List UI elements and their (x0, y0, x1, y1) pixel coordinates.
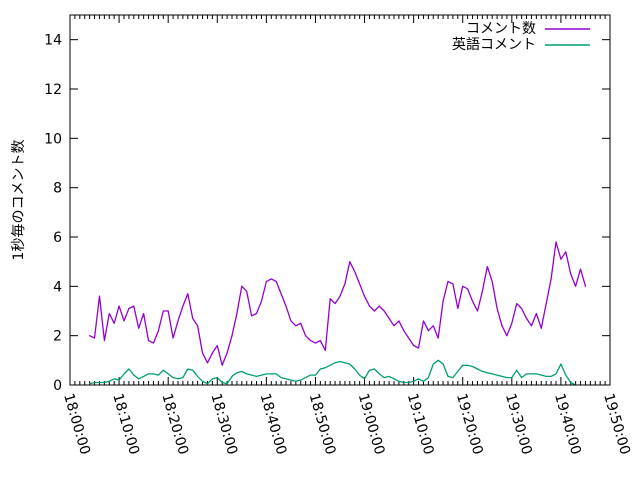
legend-item-english: 英語コメント (452, 37, 536, 53)
series-comments (88, 241, 587, 366)
y-tick-label: 12 (44, 82, 62, 98)
x-tick-label: 19:50:00 (600, 392, 633, 457)
y-tick-label: 4 (53, 279, 62, 295)
y-tick-label: 2 (53, 329, 62, 345)
legend-label-english: 英語コメント (452, 37, 536, 53)
y-tick-label: 8 (53, 181, 62, 197)
x-tick-label: 19:00:00 (355, 392, 388, 457)
series-line (88, 241, 587, 366)
x-tick-labels: 18:00:00 18:10:00 18:20:00 18:30:00 18:40:00… (60, 392, 633, 457)
plot-border (69, 14, 611, 386)
series-line (88, 359, 577, 386)
x-tick-label: 19:30:00 (502, 392, 535, 457)
y-axis-ticks (70, 39, 610, 386)
x-tick-label: 19:40:00 (551, 392, 584, 457)
x-axis-ticks (69, 15, 611, 385)
y-axis-title: 1秒毎のコメント数 (11, 139, 27, 261)
legend-label-comments: コメント数 (466, 21, 536, 37)
x-tick-label: 18:20:00 (158, 392, 191, 457)
x-tick-label: 18:50:00 (306, 392, 339, 457)
legend-item-comments: コメント数 (452, 21, 536, 37)
y-tick-label: 0 (53, 378, 62, 394)
y-tick-label: 10 (44, 131, 62, 147)
x-tick-label: 18:10:00 (109, 392, 142, 457)
x-tick-label: 18:00:00 (60, 392, 93, 457)
x-tick-label: 18:40:00 (257, 392, 290, 457)
y-tick-label: 6 (53, 230, 62, 246)
x-tick-label: 19:20:00 (453, 392, 486, 457)
legend: コメント数 英語コメント (452, 21, 536, 53)
x-tick-label: 19:10:00 (404, 392, 437, 457)
y-tick-labels: 0 2 4 6 8 10 12 14 (44, 33, 62, 394)
legend-samples (545, 28, 590, 46)
y-tick-label: 14 (44, 33, 62, 49)
x-tick-label: 18:30:00 (207, 392, 240, 457)
series-english (88, 359, 577, 386)
